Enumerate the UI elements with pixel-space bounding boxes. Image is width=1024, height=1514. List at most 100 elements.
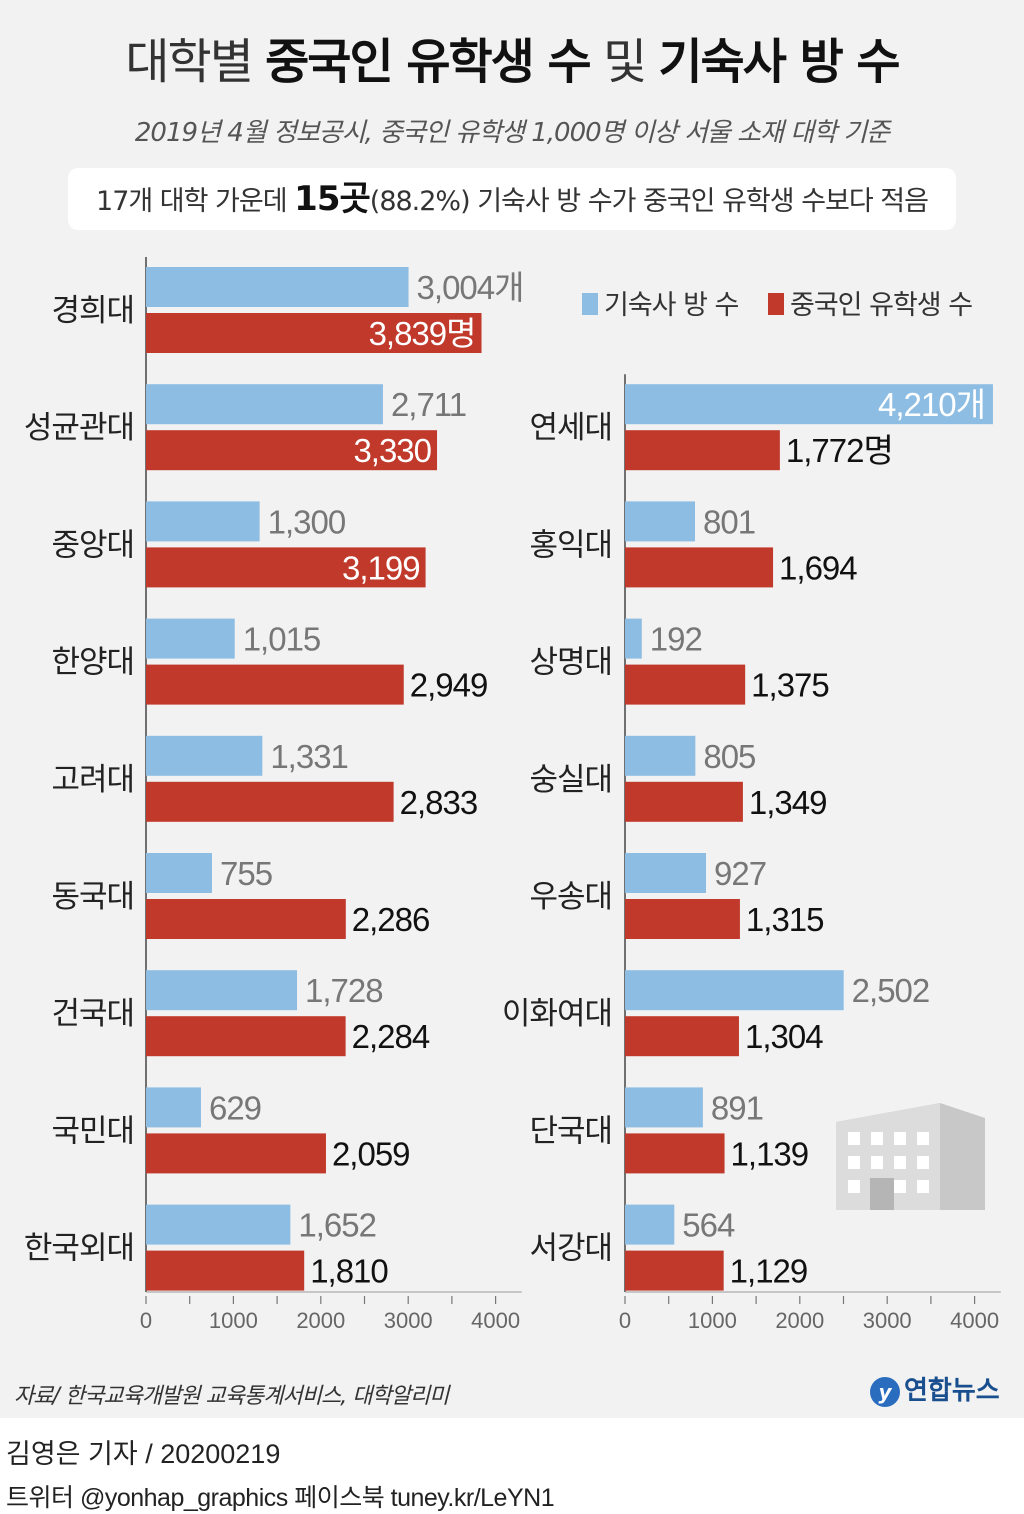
data-label-chinese-students: 1,810 bbox=[310, 1253, 388, 1290]
x-tick-label: 2000 bbox=[296, 1308, 345, 1333]
x-tick-label: 3000 bbox=[863, 1308, 912, 1333]
bar-chinese-students bbox=[625, 1016, 739, 1057]
x-tick-label: 0 bbox=[140, 1308, 152, 1333]
legend-swatch-dorm bbox=[582, 293, 598, 315]
bar-chinese-students bbox=[146, 547, 426, 588]
category-label: 경희대 bbox=[51, 293, 134, 329]
bar-dorm-rooms bbox=[146, 501, 260, 542]
bar-dorm-rooms bbox=[625, 501, 696, 542]
bar-chinese-students bbox=[625, 781, 743, 822]
x-tick-label: 1000 bbox=[209, 1308, 258, 1333]
legend-swatch-students bbox=[768, 293, 784, 315]
data-label-dorm-rooms: 564 bbox=[682, 1207, 735, 1244]
logo-text: 연합뉴스 bbox=[904, 1376, 1000, 1406]
building-window bbox=[848, 1180, 860, 1193]
category-label: 홍익대 bbox=[529, 527, 612, 563]
bar-dorm-rooms bbox=[146, 970, 298, 1011]
building-window bbox=[894, 1156, 906, 1169]
data-label-chinese-students: 1,694 bbox=[779, 549, 857, 586]
data-label-dorm-rooms: 2,502 bbox=[852, 972, 930, 1009]
building-door bbox=[870, 1178, 894, 1210]
data-label-chinese-students: 2,284 bbox=[352, 1018, 430, 1055]
building-window bbox=[848, 1156, 860, 1169]
bar-chinese-students bbox=[146, 1016, 346, 1057]
data-label-chinese-students: 1,315 bbox=[746, 901, 824, 938]
data-label-chinese-students: 1,349 bbox=[749, 784, 827, 821]
category-label: 건국대 bbox=[51, 996, 134, 1032]
data-label-chinese-students: 3,330 bbox=[353, 432, 431, 469]
bar-chinese-students bbox=[146, 781, 394, 822]
source-note: 자료/ 한국교육개발원 교육통계서비스, 대학알리미 bbox=[14, 1384, 449, 1409]
bar-dorm-rooms bbox=[146, 267, 409, 307]
title-bold-students: 중국인 유학생 수 bbox=[265, 34, 592, 90]
yonhap-logo: y 연합뉴스 bbox=[870, 1370, 1000, 1407]
bar-dorm-rooms bbox=[146, 618, 235, 659]
category-label: 국민대 bbox=[51, 1113, 134, 1149]
legend-label-students: 중국인 유학생 수 bbox=[790, 290, 972, 321]
data-label-dorm-rooms: 1,331 bbox=[270, 738, 348, 775]
data-label-chinese-students: 1,375 bbox=[751, 667, 829, 704]
bar-chinese-students bbox=[146, 313, 482, 353]
x-tick-label: 3000 bbox=[384, 1308, 433, 1333]
x-tick-label: 1000 bbox=[688, 1308, 737, 1333]
building-window bbox=[894, 1180, 906, 1193]
category-label: 연세대 bbox=[529, 410, 612, 446]
bar-dorm-rooms bbox=[146, 384, 383, 425]
bar-chinese-students bbox=[146, 899, 346, 939]
x-tick-label: 4000 bbox=[950, 1308, 999, 1333]
building-window bbox=[917, 1180, 929, 1193]
building-window bbox=[894, 1132, 906, 1145]
data-label-chinese-students: 2,949 bbox=[410, 667, 488, 704]
bar-chinese-students bbox=[625, 1133, 725, 1174]
bar-dorm-rooms bbox=[625, 384, 993, 425]
data-label-dorm-rooms: 1,015 bbox=[243, 621, 321, 658]
category-label: 상명대 bbox=[529, 645, 612, 681]
category-label: 성균관대 bbox=[24, 410, 134, 446]
summary-prefix: 17개 대학 가운데 bbox=[96, 186, 295, 217]
bar-dorm-rooms bbox=[625, 853, 707, 893]
building-front bbox=[836, 1103, 940, 1210]
data-label-dorm-rooms: 192 bbox=[650, 621, 702, 658]
data-label-chinese-students: 1,139 bbox=[731, 1135, 809, 1172]
data-label-chinese-students: 1,304 bbox=[745, 1018, 823, 1055]
data-label-dorm-rooms: 801 bbox=[703, 503, 755, 540]
title-prefix: 대학별 bbox=[125, 34, 266, 90]
bar-chinese-students bbox=[625, 899, 740, 939]
x-tick-label: 4000 bbox=[471, 1308, 520, 1333]
building-window bbox=[917, 1132, 929, 1145]
bar-dorm-rooms bbox=[625, 1087, 703, 1128]
data-label-chinese-students: 2,833 bbox=[400, 784, 478, 821]
bar-dorm-rooms bbox=[625, 618, 642, 659]
page-title: 대학별 중국인 유학생 수 및 기숙사 방 수 bbox=[0, 22, 1024, 92]
summary-bold: 15곳 bbox=[294, 179, 371, 219]
category-label: 한양대 bbox=[51, 645, 134, 681]
data-label-chinese-students: 1,129 bbox=[730, 1253, 808, 1290]
legend-label-dorm: 기숙사 방 수 bbox=[604, 290, 739, 321]
data-label-chinese-students: 3,199 bbox=[342, 549, 420, 586]
category-label: 숭실대 bbox=[529, 762, 612, 798]
data-label-chinese-students: 2,286 bbox=[352, 901, 430, 938]
social-links: 트위터 @yonhap_graphics 페이스북 tuney.kr/LeYN1 bbox=[6, 1484, 555, 1512]
data-label-dorm-rooms: 1,300 bbox=[268, 503, 346, 540]
category-label: 한국외대 bbox=[24, 1231, 134, 1267]
bar-dorm-rooms bbox=[625, 735, 696, 776]
data-label-chinese-students: 2,059 bbox=[332, 1135, 410, 1172]
title-bold-dorm: 기숙사 방 수 bbox=[658, 34, 900, 90]
category-label: 단국대 bbox=[529, 1113, 612, 1149]
category-label: 우송대 bbox=[529, 879, 612, 915]
x-tick-label: 2000 bbox=[775, 1308, 824, 1333]
title-mid: 및 bbox=[589, 34, 659, 90]
data-label-dorm-rooms: 4,210개 bbox=[878, 386, 985, 423]
category-label: 동국대 bbox=[51, 879, 134, 915]
summary-suffix: (88.2%) 기숙사 방 수가 중국인 유학생 수보다 적음 bbox=[369, 186, 929, 217]
data-label-chinese-students: 1,772명 bbox=[786, 432, 893, 469]
bar-dorm-rooms bbox=[146, 853, 212, 893]
bar-chinese-students bbox=[625, 547, 774, 588]
data-label-dorm-rooms: 755 bbox=[220, 855, 272, 892]
category-label: 이화여대 bbox=[502, 996, 612, 1032]
x-tick-label: 0 bbox=[619, 1308, 631, 1333]
category-label: 서강대 bbox=[529, 1231, 612, 1267]
data-label-dorm-rooms: 1,652 bbox=[298, 1207, 376, 1244]
bar-dorm-rooms bbox=[625, 1204, 675, 1245]
building-window bbox=[871, 1156, 883, 1169]
